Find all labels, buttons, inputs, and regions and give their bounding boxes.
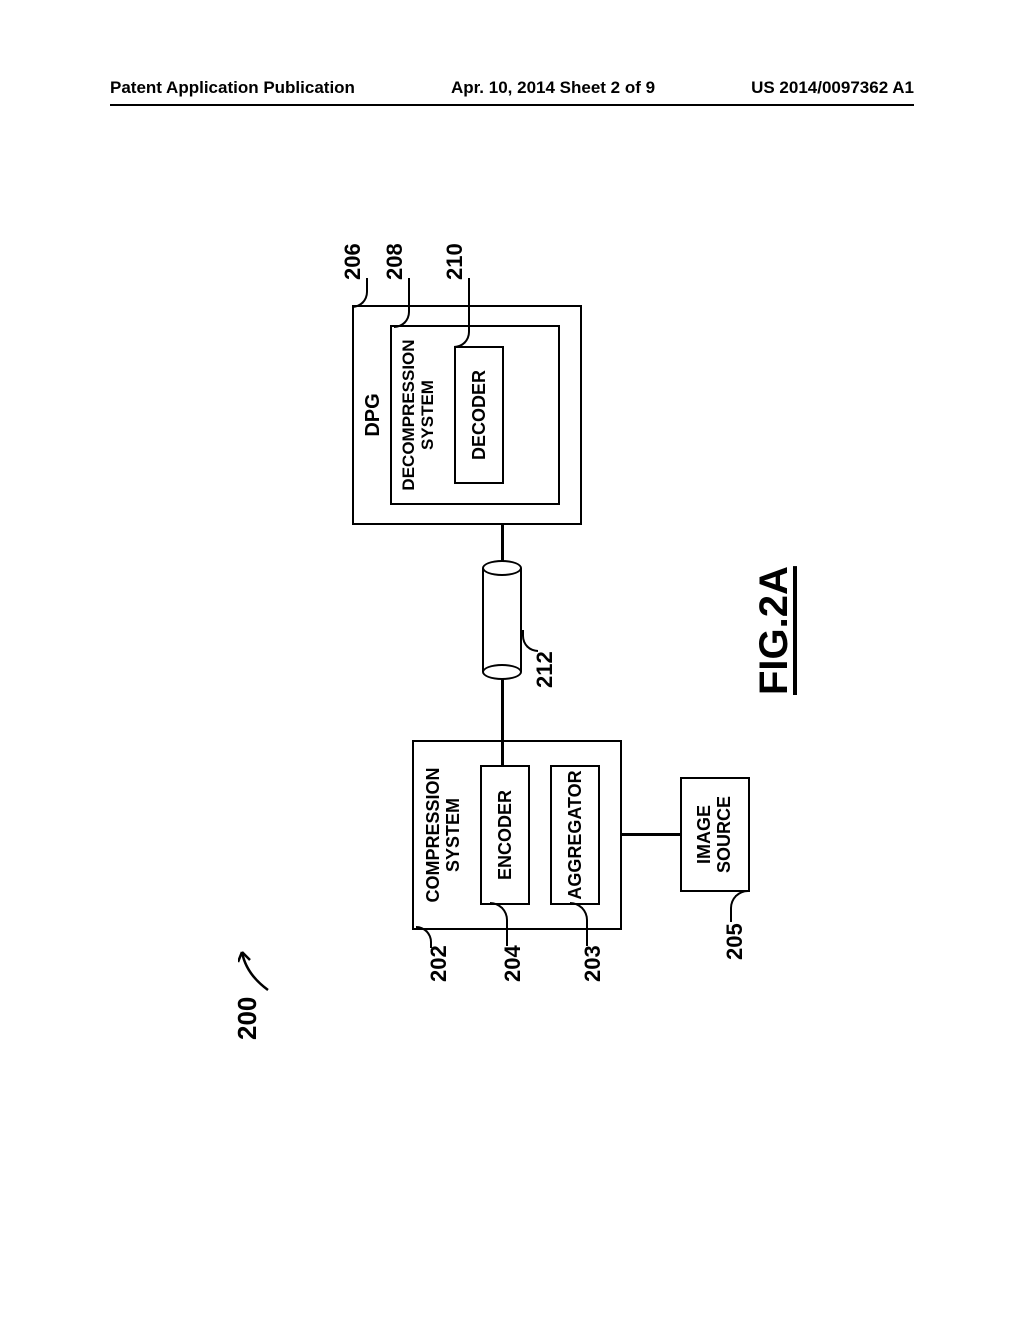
ref-208: 208 (382, 243, 408, 280)
header-left: Patent Application Publication (110, 78, 355, 98)
decompression-system-label: DECOMPRESSION SYSTEM (400, 327, 437, 503)
encoder-box: ENCODER (480, 765, 530, 905)
ref-205: 205 (722, 923, 748, 960)
diagram-rotated: 200 COMPRESSION SYSTEM ENCODER AGGREGATO… (232, 220, 792, 1040)
page: Patent Application Publication Apr. 10, … (0, 0, 1024, 1320)
ref-204: 204 (500, 945, 526, 982)
encoder-label: ENCODER (495, 790, 516, 880)
compression-system-label: COMPRESSION SYSTEM (424, 742, 464, 928)
leader-210 (454, 278, 470, 348)
figure-label: FIG.2A (752, 566, 797, 695)
diagram-canvas: 200 COMPRESSION SYSTEM ENCODER AGGREGATO… (232, 220, 792, 1040)
edge-imgsrc-comp (622, 834, 680, 837)
figure-id-arrow-icon (238, 932, 278, 992)
channel-cylinder (482, 560, 522, 680)
channel-body (482, 568, 522, 672)
image-source-label: IMAGE SOURCE (695, 796, 735, 873)
leader-205 (730, 890, 748, 922)
dpg-label: DPG (362, 307, 385, 523)
figure-id-label: 200 (232, 997, 263, 1040)
channel-cap-left (482, 664, 522, 680)
compression-system-text: COMPRESSION SYSTEM (423, 767, 463, 902)
header-center: Apr. 10, 2014 Sheet 2 of 9 (451, 78, 655, 98)
edge-encoder-channel-a (501, 673, 504, 765)
leader-212 (522, 630, 538, 652)
ref-210: 210 (442, 243, 468, 280)
diagram-area: 200 COMPRESSION SYSTEM ENCODER AGGREGATO… (110, 180, 914, 1080)
decoder-label: DECODER (469, 370, 490, 460)
aggregator-label: AGGREGATOR (565, 770, 586, 899)
header-right: US 2014/0097362 A1 (751, 78, 914, 98)
channel-cap-right (482, 560, 522, 576)
ref-202: 202 (426, 945, 452, 982)
leader-206 (352, 278, 368, 308)
decoder-box: DECODER (454, 346, 504, 484)
ref-203: 203 (580, 945, 606, 982)
ref-206: 206 (340, 243, 366, 280)
image-source-box: IMAGE SOURCE (680, 777, 750, 892)
edge-channel-dec-a (501, 522, 504, 562)
decompression-system-text: DECOMPRESSION SYSTEM (399, 339, 437, 490)
aggregator-box: AGGREGATOR (550, 765, 600, 905)
ref-212: 212 (532, 651, 558, 688)
page-header: Patent Application Publication Apr. 10, … (110, 78, 914, 106)
